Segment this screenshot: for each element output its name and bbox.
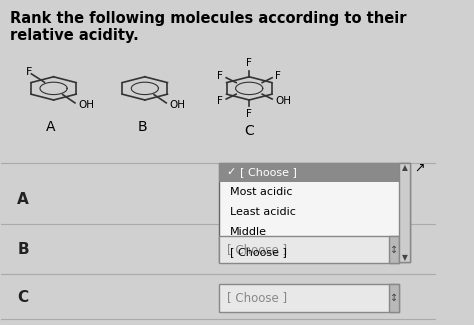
Text: [ Choose ]: [ Choose ] (228, 291, 288, 304)
Text: ↗: ↗ (414, 162, 425, 175)
Text: ▲: ▲ (401, 163, 408, 172)
Text: ▼: ▼ (401, 253, 408, 262)
FancyBboxPatch shape (219, 284, 399, 312)
Text: Middle: Middle (229, 227, 266, 238)
Text: A: A (46, 120, 56, 134)
Text: B: B (18, 242, 29, 257)
Text: F: F (217, 96, 223, 106)
Text: ✓: ✓ (227, 167, 236, 177)
FancyBboxPatch shape (219, 162, 410, 262)
Text: [ Choose ]: [ Choose ] (229, 247, 286, 257)
Text: Rank the following molecules according to their relative acidity.: Rank the following molecules according t… (10, 11, 407, 44)
Text: OH: OH (170, 100, 186, 110)
Text: B: B (137, 120, 147, 134)
Text: C: C (244, 124, 254, 138)
FancyBboxPatch shape (219, 236, 399, 263)
Text: F: F (217, 71, 223, 81)
Text: [ Choose ]: [ Choose ] (240, 167, 297, 177)
Text: ↕: ↕ (390, 244, 399, 254)
FancyBboxPatch shape (399, 162, 410, 262)
Text: OH: OH (78, 100, 94, 110)
Text: F: F (26, 67, 32, 77)
Text: Least acidic: Least acidic (229, 207, 295, 217)
FancyBboxPatch shape (219, 162, 410, 182)
Text: F: F (275, 71, 281, 81)
Text: F: F (246, 58, 252, 68)
Text: C: C (18, 290, 29, 305)
Text: F: F (246, 109, 252, 119)
Text: [ Choose ]: [ Choose ] (228, 243, 288, 256)
Text: A: A (17, 192, 29, 207)
Text: Most acidic: Most acidic (229, 188, 292, 198)
FancyBboxPatch shape (389, 236, 399, 263)
FancyBboxPatch shape (389, 284, 399, 312)
Text: ↕: ↕ (390, 293, 399, 303)
Text: OH: OH (276, 96, 292, 106)
